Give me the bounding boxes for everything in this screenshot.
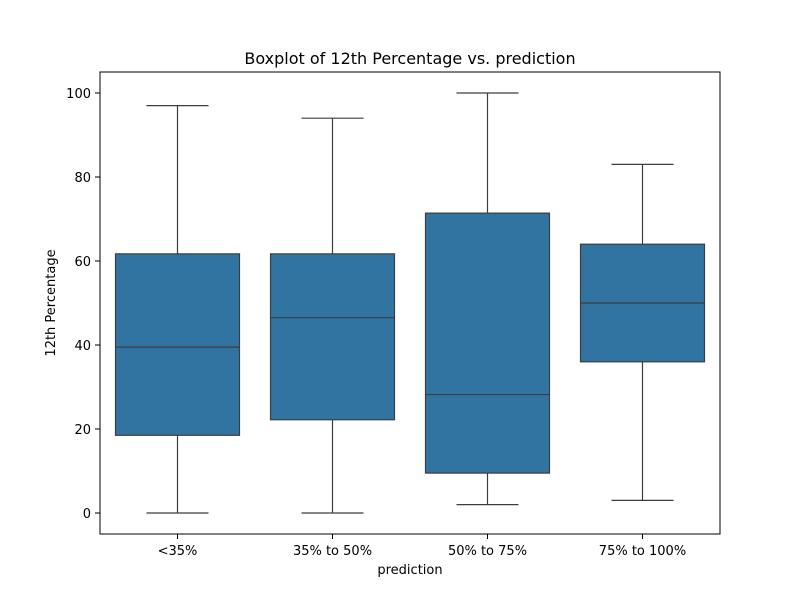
- x-tick-label: 35% to 50%: [293, 544, 372, 559]
- y-tick-label: 100: [66, 87, 91, 102]
- y-tick-label: 0: [83, 507, 91, 522]
- y-tick-label: 60: [74, 255, 91, 270]
- y-axis: 0 20 40 60 80 100: [66, 87, 100, 522]
- box-group: [424, 92, 551, 506]
- y-tick-label: 40: [74, 339, 91, 354]
- chart-title: Boxplot of 12th Percentage vs. predictio…: [244, 49, 575, 68]
- y-tick-label: 80: [74, 171, 91, 186]
- iqr-box: [114, 253, 241, 436]
- x-tick-label: 50% to 75%: [448, 544, 527, 559]
- plot-area: [114, 92, 706, 514]
- x-axis: <35% 35% to 50% 50% to 75% 75% to 100%: [158, 534, 686, 559]
- x-axis-label: prediction: [377, 563, 442, 578]
- iqr-box: [424, 212, 551, 474]
- iqr-box: [269, 253, 396, 421]
- y-tick-label: 20: [74, 423, 91, 438]
- box-group: [269, 117, 396, 514]
- box-group: [114, 104, 241, 514]
- x-tick-label: <35%: [158, 544, 198, 559]
- y-axis-label: 12th Percentage: [44, 249, 59, 356]
- x-tick-label: 75% to 100%: [599, 544, 686, 559]
- box-group: [579, 163, 706, 501]
- axes-frame: [99, 71, 721, 535]
